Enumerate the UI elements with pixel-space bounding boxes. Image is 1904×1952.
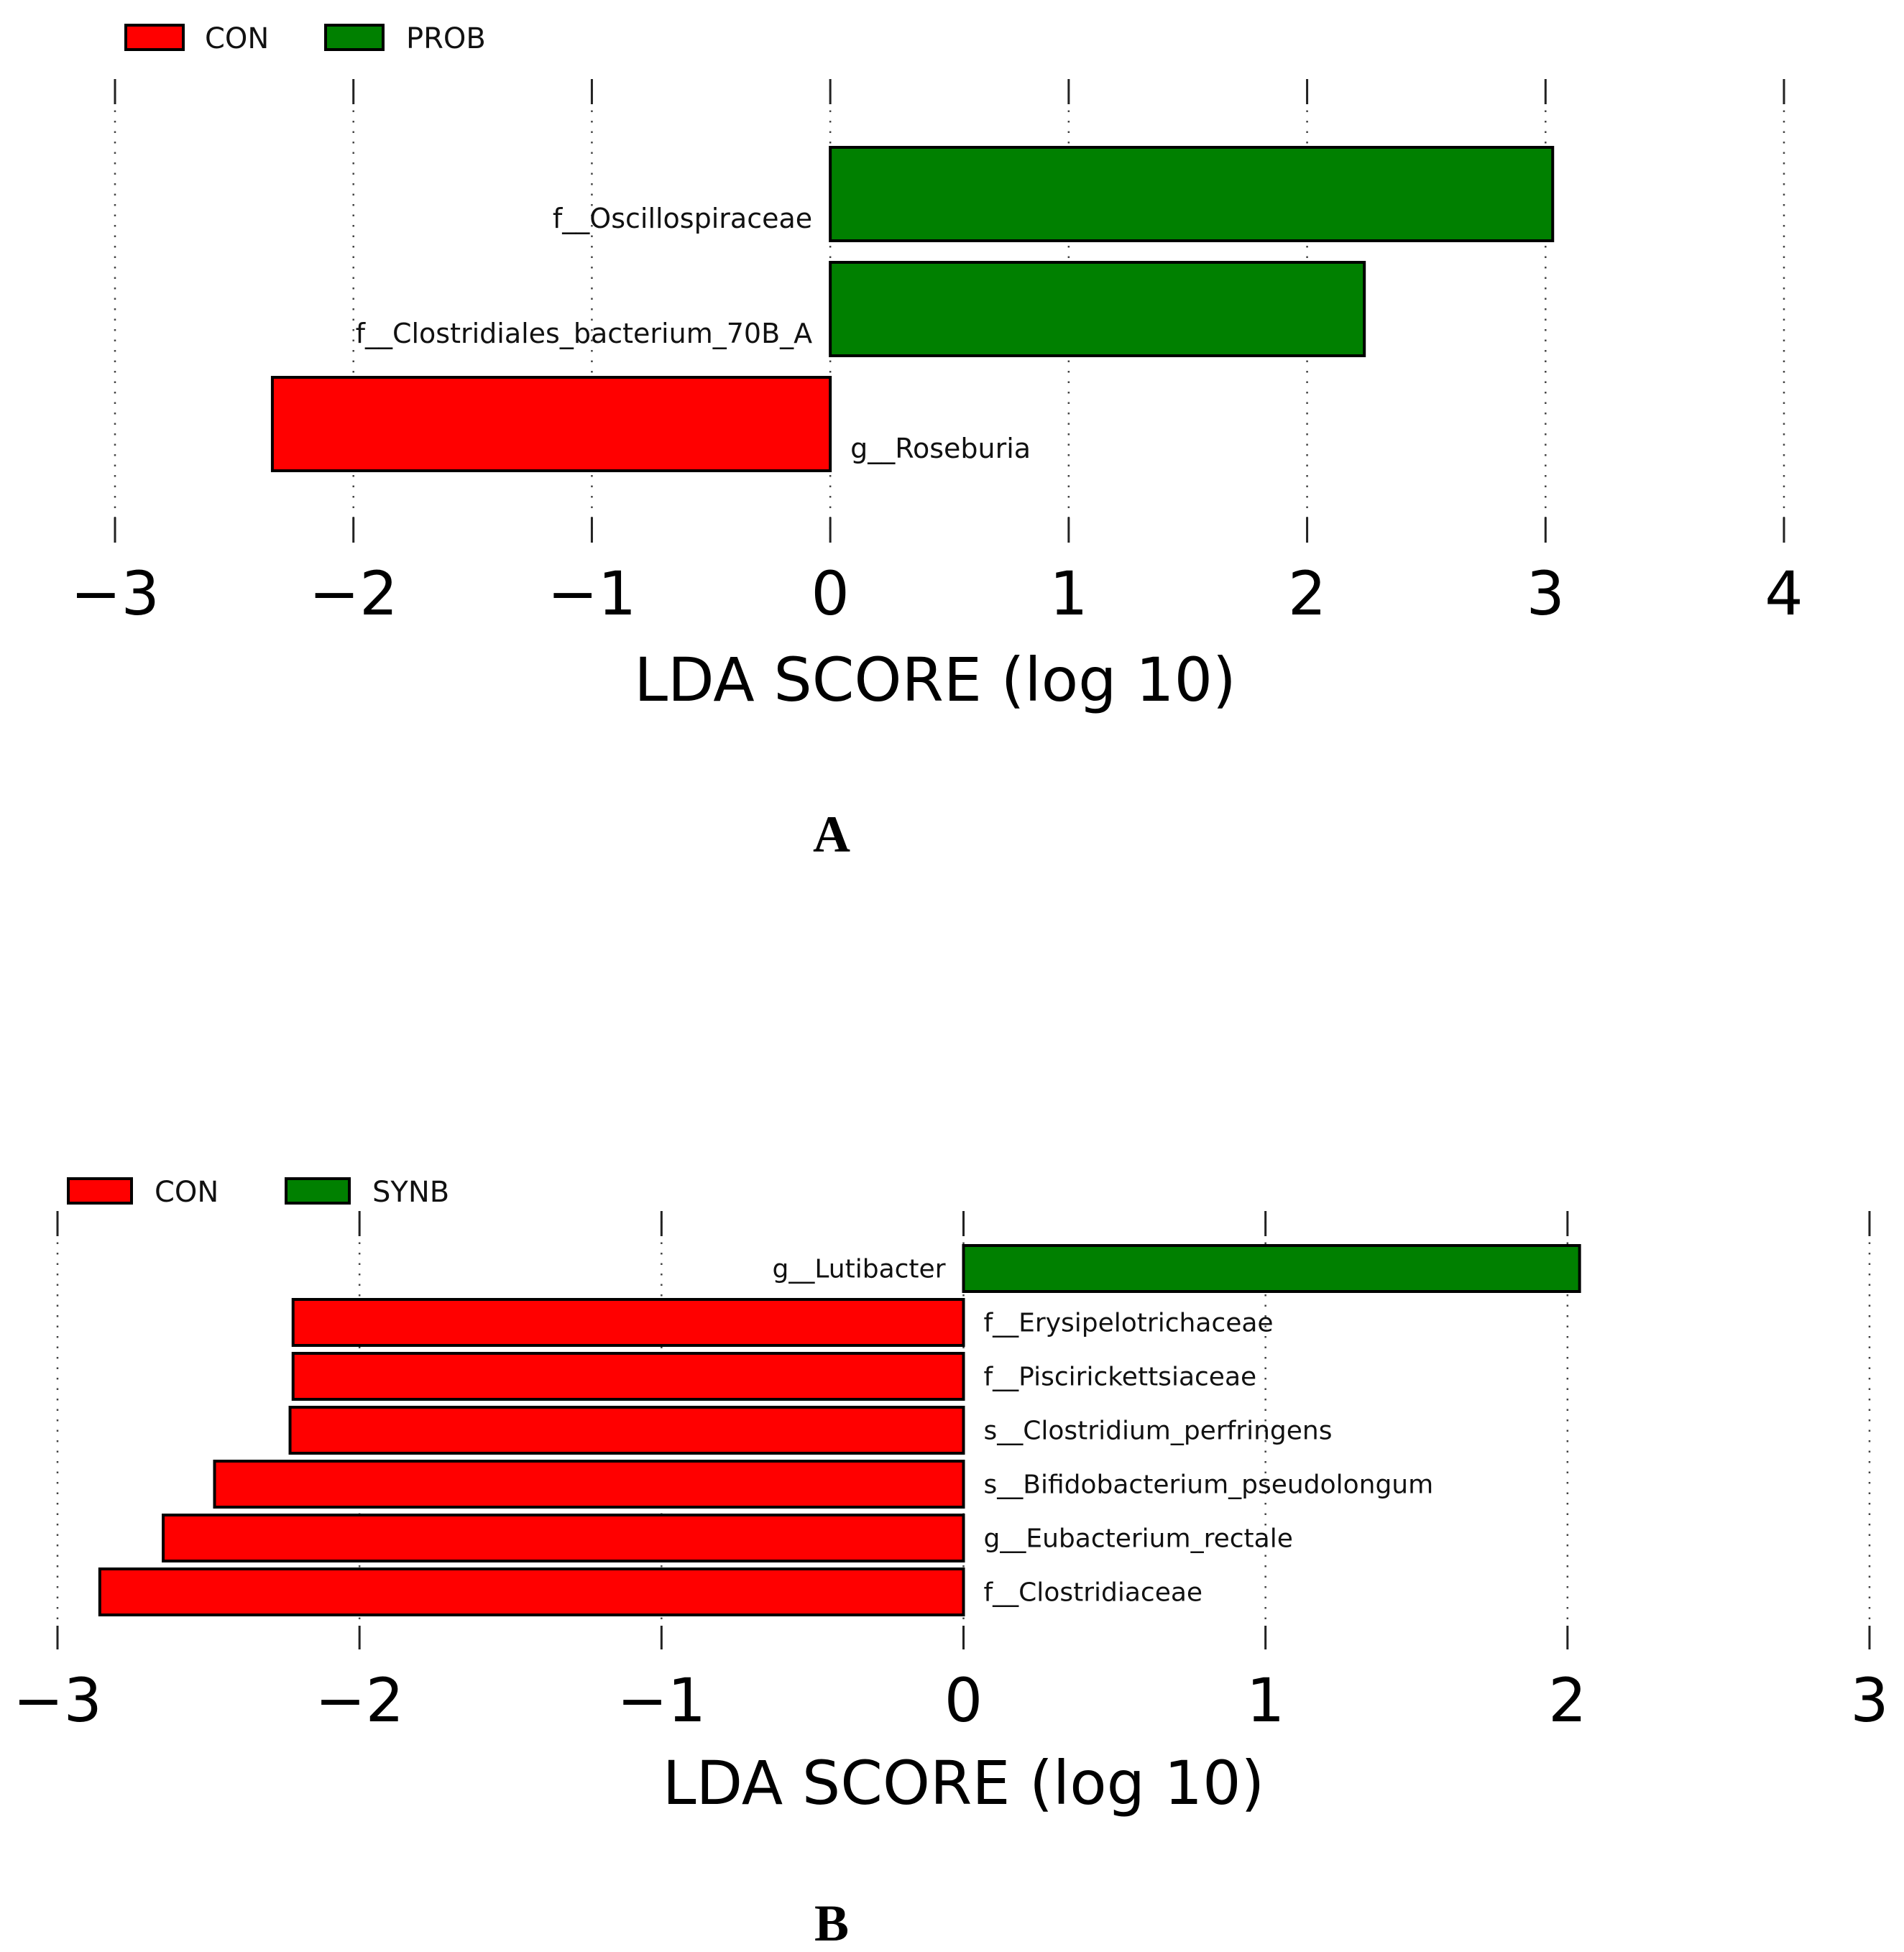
panel-label: A	[813, 806, 850, 863]
bar-label: g__Eubacterium_rectale	[984, 1524, 1293, 1554]
x-tick-label: −2	[309, 558, 398, 629]
bar-label: g__Lutibacter	[773, 1255, 946, 1284]
bar	[291, 1298, 965, 1347]
x-tick-label: 2	[1288, 558, 1326, 629]
x-axis-label: LDA SCORE (log 10)	[663, 1748, 1265, 1818]
bar-label: f__Clostridiaceae	[984, 1578, 1203, 1608]
legend-label: CON	[205, 22, 269, 55]
legend-label: CON	[155, 1176, 219, 1209]
bar-label: f__Clostridiales_bacterium_70B_A	[356, 318, 813, 349]
x-tick-label: 3	[1850, 1665, 1888, 1736]
x-tick-label: 3	[1527, 558, 1565, 629]
bar-label: f__Piscirickettsiaceae	[984, 1363, 1257, 1392]
legend-label: SYNB	[372, 1176, 449, 1209]
x-tick-label: −2	[315, 1665, 404, 1736]
x-tick-label: −3	[13, 1665, 102, 1736]
x-tick-label: 0	[944, 1665, 983, 1736]
bar	[213, 1460, 965, 1509]
bar-label: s__Bifidobacterium_pseudolongum	[984, 1470, 1434, 1500]
bar	[270, 376, 832, 472]
panel-label: B	[814, 1895, 849, 1952]
x-tick-label: 4	[1765, 558, 1803, 629]
panel-a-chart: −3 −2 −1 0 1 2 3 4 f__Oscillospiraceae f__Clostri…	[70, 22, 1803, 863]
bar	[829, 146, 1555, 242]
legend-label: PROB	[406, 22, 486, 55]
legend-swatch	[285, 1177, 351, 1205]
bar-label: g__Roseburia	[850, 433, 1031, 464]
bar-label: f__Erysipelotrichaceae	[984, 1309, 1274, 1338]
x-tick-label: 1	[1246, 1665, 1284, 1736]
bar	[98, 1567, 965, 1616]
bar-label: f__Oscillospiraceae	[553, 203, 812, 234]
x-tick-label: −1	[548, 558, 637, 629]
panel-b-chart: −3 −2 −1 0 1 2 3 g__Lutibacter f__Erysipelotrich…	[13, 1176, 1889, 1952]
bar-label: s__Clostridium_perfringens	[984, 1417, 1333, 1446]
x-tick-label: −1	[617, 1665, 706, 1736]
x-tick-label: 1	[1049, 558, 1087, 629]
bar	[288, 1406, 965, 1455]
x-axis-label: LDA SCORE (log 10)	[634, 645, 1236, 715]
legend-swatch	[324, 24, 385, 51]
bar	[291, 1352, 965, 1401]
bar	[162, 1514, 965, 1562]
x-tick-label: −3	[70, 558, 160, 629]
x-tick-label: 0	[811, 558, 849, 629]
bar	[829, 261, 1366, 357]
x-tick-label: 2	[1548, 1665, 1586, 1736]
bar	[962, 1244, 1581, 1293]
legend-swatch	[124, 24, 185, 51]
legend-swatch	[67, 1177, 133, 1205]
